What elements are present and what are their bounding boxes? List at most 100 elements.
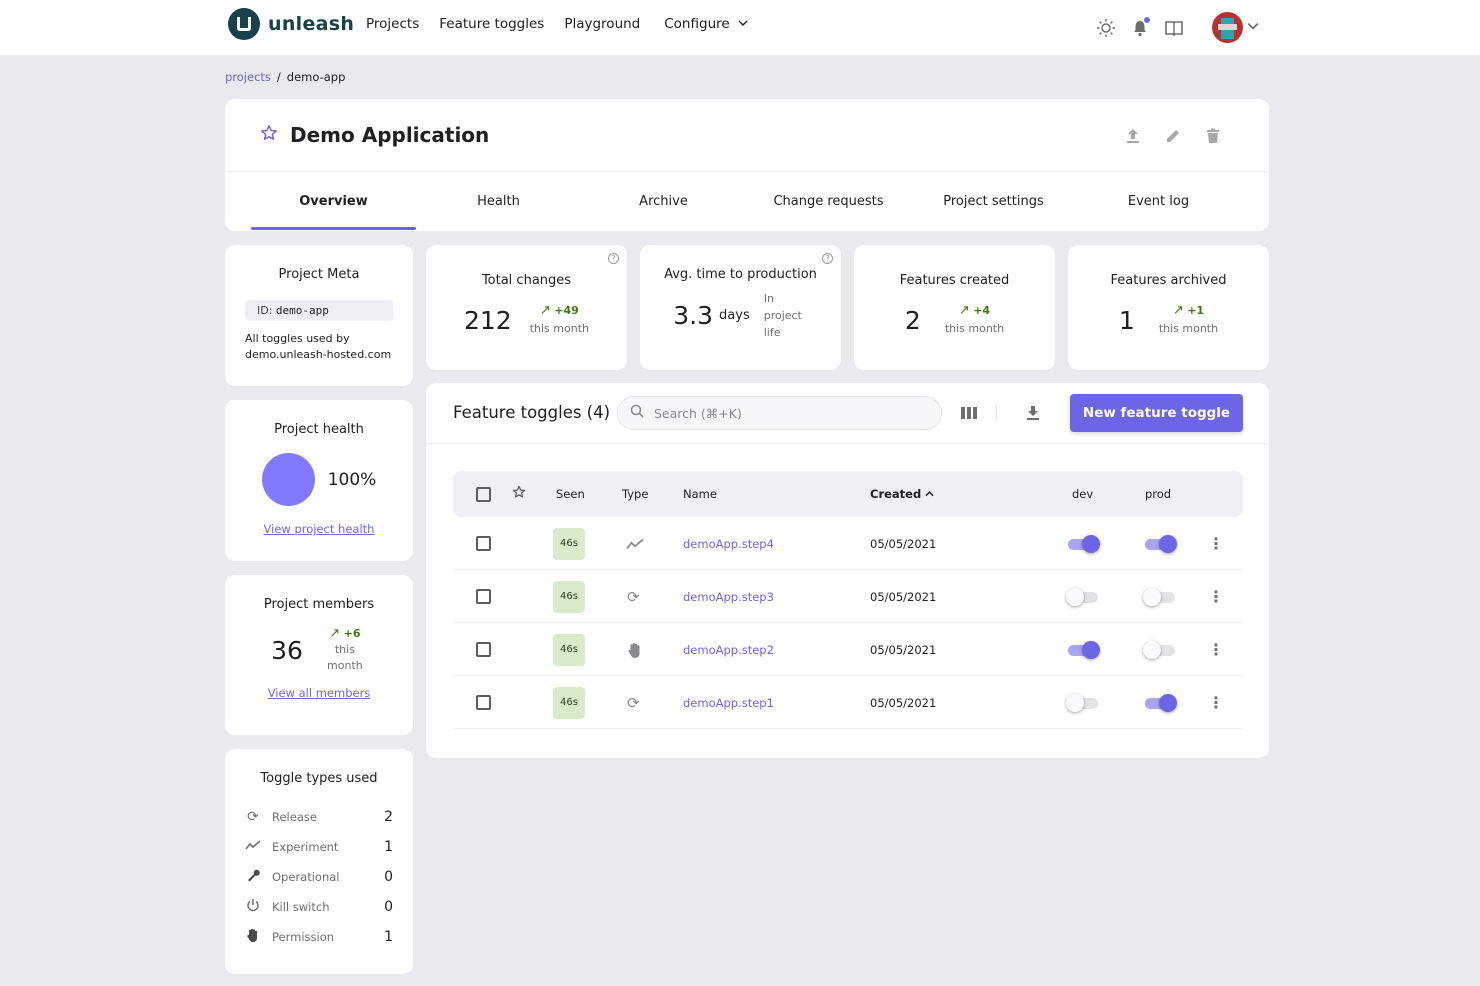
list-item: Permission 1 bbox=[245, 922, 393, 952]
project-id-box: ID: demo-app bbox=[245, 300, 393, 321]
members-trend: ↗ +6 this month bbox=[323, 626, 367, 674]
nav-feature-toggles[interactable]: Feature toggles bbox=[439, 16, 545, 32]
feature-name-link[interactable]: demoApp.step1 bbox=[683, 695, 774, 710]
project-members-title: Project members bbox=[263, 597, 375, 612]
tab-health[interactable]: Health bbox=[477, 193, 520, 209]
stat-trend-value: +49 bbox=[554, 304, 579, 317]
sun-icon[interactable] bbox=[1094, 16, 1118, 40]
dev-toggle[interactable] bbox=[1066, 587, 1100, 607]
table-header: Seen Type Name Created dev prod bbox=[453, 471, 1243, 517]
tab-archive[interactable]: Archive bbox=[639, 193, 688, 209]
chevron-down-icon bbox=[734, 16, 748, 32]
breadcrumb-projects-link[interactable]: projects bbox=[225, 70, 271, 84]
dev-toggle[interactable] bbox=[1066, 534, 1100, 554]
column-seen[interactable]: Seen bbox=[556, 487, 585, 501]
experiment-icon bbox=[245, 839, 261, 855]
nav-playground[interactable]: Playground bbox=[564, 16, 641, 32]
column-created[interactable]: Created bbox=[870, 487, 934, 501]
row-checkbox[interactable] bbox=[476, 536, 491, 551]
stat-unit: days bbox=[719, 308, 750, 323]
nav-configure-label: Configure bbox=[664, 16, 730, 32]
hand-icon bbox=[627, 623, 643, 676]
nav-configure[interactable]: Configure bbox=[664, 16, 768, 32]
feature-name-link[interactable]: demoApp.step3 bbox=[683, 589, 774, 604]
tab-overview[interactable]: Overview bbox=[251, 172, 416, 230]
column-type[interactable]: Type bbox=[622, 487, 649, 501]
more-actions-icon[interactable]: ⋮ bbox=[1208, 640, 1224, 659]
notification-dot bbox=[1144, 16, 1150, 23]
edit-pencil-icon[interactable] bbox=[1163, 126, 1183, 146]
created-date: 05/05/2021 bbox=[870, 536, 937, 551]
toggle-type-count: 1 bbox=[384, 839, 393, 855]
more-actions-icon[interactable]: ⋮ bbox=[1208, 534, 1224, 553]
column-prod[interactable]: prod bbox=[1145, 487, 1172, 501]
docs-book-icon[interactable] bbox=[1162, 16, 1186, 40]
toggle-type-count: 1 bbox=[384, 929, 393, 945]
prod-toggle[interactable] bbox=[1143, 693, 1177, 713]
new-feature-toggle-button[interactable]: New feature toggle bbox=[1070, 394, 1243, 432]
search-input[interactable]: Search (⌘+K) bbox=[617, 396, 942, 430]
view-project-health-link[interactable]: View project health bbox=[263, 522, 375, 536]
dev-toggle[interactable] bbox=[1066, 640, 1100, 660]
nav-projects[interactable]: Projects bbox=[366, 16, 420, 32]
bell-icon[interactable] bbox=[1128, 16, 1152, 40]
stat-trend-value: +4 bbox=[973, 304, 991, 317]
column-created-label: Created bbox=[870, 487, 922, 501]
row-checkbox[interactable] bbox=[476, 695, 491, 710]
divider bbox=[426, 443, 1269, 444]
toggle-type-count: 0 bbox=[384, 869, 393, 885]
row-checkbox[interactable] bbox=[476, 589, 491, 604]
stat-trend-value: +1 bbox=[1187, 304, 1205, 317]
more-actions-icon[interactable]: ⋮ bbox=[1208, 587, 1224, 606]
tab-change-requests[interactable]: Change requests bbox=[773, 193, 884, 209]
favorite-column-star-icon[interactable] bbox=[512, 485, 526, 502]
stat-features-created: Features created 2 ↗ +4 this month bbox=[854, 245, 1055, 370]
toggle-types-card: Toggle types used ⟳ Release 2 Experiment… bbox=[225, 749, 413, 974]
toggle-type-label: Permission bbox=[272, 930, 335, 944]
release-icon: ⟳ bbox=[627, 587, 640, 606]
delete-trash-icon[interactable] bbox=[1203, 126, 1223, 146]
favorite-star-icon[interactable] bbox=[260, 124, 278, 147]
stat-row: 212 ↗ +49 this month bbox=[426, 302, 627, 338]
toggle-type-count: 0 bbox=[384, 899, 393, 915]
tab-project-settings[interactable]: Project settings bbox=[943, 193, 1044, 209]
feature-name-link[interactable]: demoApp.step4 bbox=[683, 536, 774, 551]
feature-name-link[interactable]: demoApp.step2 bbox=[683, 642, 774, 657]
dev-toggle[interactable] bbox=[1066, 693, 1100, 713]
project-meta-title: Project Meta bbox=[278, 267, 360, 282]
more-actions-icon[interactable]: ⋮ bbox=[1208, 693, 1224, 712]
health-percent: 100% bbox=[327, 469, 377, 490]
logo[interactable]: unleash bbox=[228, 8, 354, 40]
health-row: 100% bbox=[225, 453, 413, 506]
avatar-chevron-down-icon[interactable] bbox=[1247, 20, 1259, 35]
stat-trend-suffix: this month bbox=[944, 322, 1005, 335]
toggle-type-label: Release bbox=[272, 810, 317, 824]
select-all-checkbox[interactable] bbox=[476, 487, 491, 502]
columns-icon[interactable] bbox=[958, 402, 980, 424]
list-item: ⟳ Release 2 bbox=[245, 802, 393, 832]
prod-toggle[interactable] bbox=[1143, 587, 1177, 607]
project-header-card: Demo Application Overview Health Archive… bbox=[225, 99, 1269, 231]
upload-icon[interactable] bbox=[1123, 126, 1143, 146]
stat-total-changes: ? Total changes 212 ↗ +49 this month bbox=[426, 245, 627, 370]
help-icon[interactable]: ? bbox=[822, 253, 833, 264]
table-row: 46s demoApp.step4 05/05/2021 ⋮ bbox=[453, 517, 1243, 570]
column-dev[interactable]: dev bbox=[1072, 487, 1094, 501]
view-all-members-link[interactable]: View all members bbox=[267, 686, 371, 700]
seen-badge: 46s bbox=[553, 633, 585, 666]
tab-event-log[interactable]: Event log bbox=[1127, 193, 1190, 209]
seen-badge: 46s bbox=[553, 527, 585, 560]
prod-toggle[interactable] bbox=[1143, 640, 1177, 660]
help-icon[interactable]: ? bbox=[608, 253, 619, 264]
prod-toggle[interactable] bbox=[1143, 534, 1177, 554]
experiment-icon bbox=[625, 517, 645, 570]
row-checkbox[interactable] bbox=[476, 642, 491, 657]
avatar[interactable] bbox=[1212, 12, 1243, 43]
logo-text: unleash bbox=[268, 13, 355, 35]
logo-icon bbox=[228, 8, 260, 40]
stat-title: Features created bbox=[899, 273, 1010, 288]
column-name[interactable]: Name bbox=[683, 487, 717, 501]
download-icon[interactable] bbox=[1022, 402, 1044, 424]
project-actions bbox=[1103, 126, 1223, 146]
members-row: 36 ↗ +6 this month bbox=[225, 626, 413, 674]
